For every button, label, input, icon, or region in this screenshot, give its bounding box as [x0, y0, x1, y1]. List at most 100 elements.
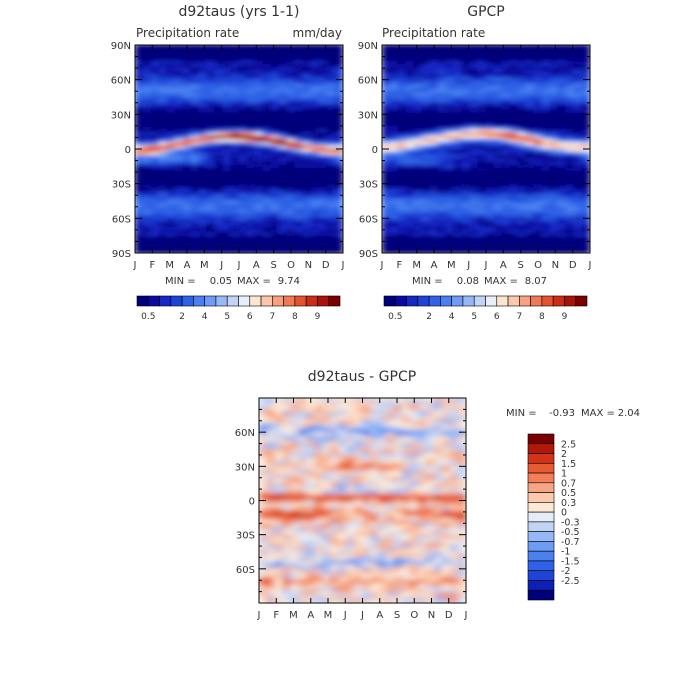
heatmap-cell: [166, 233, 176, 238]
heatmap-cell: [362, 429, 371, 434]
heatmap-cell: [389, 83, 399, 88]
heatmap-cell: [425, 576, 435, 582]
heatmap-cell: [206, 220, 216, 225]
heatmap-cell: [409, 580, 419, 585]
heatmap-cell: [413, 64, 423, 69]
heatmap-cell: [310, 47, 320, 52]
heatmap-cell: [150, 236, 160, 241]
heatmap-cell: [437, 103, 447, 108]
heatmap-cell: [346, 426, 356, 431]
heatmap-cell: [286, 197, 296, 202]
heatmap-cell: [485, 233, 495, 238]
heatmap-cell: [477, 135, 487, 140]
heatmap-cell: [377, 567, 387, 572]
heatmap-cell: [294, 174, 304, 179]
heatmap-cell: [565, 70, 575, 75]
heatmap-cell: [290, 403, 300, 409]
heatmap-cell: [278, 210, 288, 215]
heatmap-cell: [581, 229, 590, 234]
heatmap-cell: [254, 129, 264, 134]
heatmap-cell: [298, 467, 308, 473]
heatmap-cell: [377, 564, 387, 569]
heatmap-cell: [354, 403, 363, 409]
heatmap-cell: [222, 151, 232, 156]
heatmap-cell: [382, 158, 391, 163]
heatmap-cell: [401, 506, 411, 511]
heatmap-cell: [401, 538, 411, 543]
heatmap-cell: [298, 554, 308, 559]
heatmap-cell: [214, 90, 224, 95]
heatmap-cell: [246, 125, 256, 130]
heatmap-cell: [413, 181, 423, 186]
heatmap-cell: [401, 509, 411, 514]
heatmap-cell: [166, 203, 176, 208]
heatmap-cell: [214, 135, 224, 140]
heatmap-cell: [501, 194, 511, 199]
heatmap-cell: [437, 213, 447, 218]
heatmap-cell: [385, 435, 395, 441]
heatmap-cell: [158, 93, 168, 98]
heatmap-cell: [206, 77, 216, 82]
heatmap-cell: [330, 400, 340, 405]
heatmap-cell: [393, 544, 403, 550]
heatmap-cell: [318, 210, 328, 215]
heatmap-cell: [437, 158, 447, 163]
heatmap-cell: [409, 487, 419, 492]
heatmap-cell: [254, 148, 264, 153]
heatmap-cell: [198, 151, 208, 156]
heatmap-cell: [298, 509, 308, 514]
heatmap-cell: [397, 174, 407, 179]
heatmap-cell: [557, 177, 567, 182]
heatmap-cell: [541, 109, 551, 114]
heatmap-cell: [322, 538, 332, 543]
heatmap-cell: [393, 407, 403, 412]
heatmap-cell: [306, 451, 316, 457]
heatmap-cell: [429, 187, 439, 192]
heatmap-cell: [581, 164, 590, 169]
heatmap-cell: [461, 54, 471, 59]
heatmap-cell: [230, 242, 240, 247]
heatmap-cell: [565, 161, 575, 166]
heatmap-cell: [206, 187, 216, 192]
heatmap-cell: [409, 583, 419, 588]
heatmap-cell: [362, 416, 371, 421]
heatmap-cell: [445, 200, 455, 205]
heatmap-cell: [405, 109, 415, 114]
heatmap-cell: [493, 213, 503, 218]
heatmap-cell: [338, 458, 348, 463]
heatmap-cell: [437, 194, 447, 199]
heatmap-cell: [298, 413, 308, 418]
heatmap-cell: [346, 522, 356, 527]
heatmap-cell: [346, 512, 356, 518]
heatmap-cell: [282, 461, 292, 466]
heatmap-cell: [581, 80, 590, 85]
heatmap-cell: [397, 177, 407, 182]
heatmap-cell: [206, 168, 216, 173]
heatmap-cell: [278, 57, 288, 62]
heatmap-cell: [254, 99, 264, 104]
heatmap-cell: [302, 129, 312, 134]
heatmap-cell: [158, 236, 168, 241]
heatmap-cell: [166, 103, 176, 108]
heatmap-cell: [362, 564, 371, 569]
heatmap-cell: [310, 54, 320, 59]
heatmap-cell: [274, 560, 284, 566]
heatmap-cell: [298, 525, 308, 530]
heatmap-cell: [182, 67, 192, 72]
heatmap-cell: [421, 54, 431, 59]
heatmap-cell: [166, 220, 176, 225]
heatmap-cell: [417, 458, 427, 463]
heatmap-cell: [310, 164, 320, 169]
heatmap-cell: [334, 242, 343, 247]
heatmap-cell: [581, 132, 590, 137]
heatmap-cell: [298, 580, 308, 585]
heatmap-cell: [377, 586, 387, 591]
heatmap-cell: [198, 67, 208, 72]
heatmap-cell: [259, 544, 268, 550]
heatmap-cell: [541, 112, 551, 117]
heatmap-cell: [377, 535, 387, 540]
heatmap-cell: [397, 207, 407, 212]
heatmap-cell: [298, 423, 308, 428]
heatmap-cell: [409, 512, 419, 518]
heatmap-cell: [565, 67, 575, 72]
